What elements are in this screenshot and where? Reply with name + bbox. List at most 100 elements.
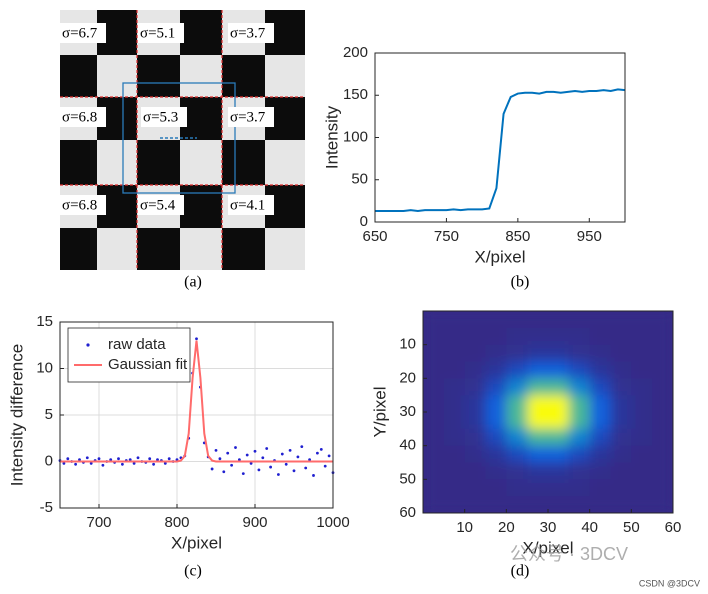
heatmap-cell [464,395,486,413]
heatmap-cell [631,395,653,413]
heatmap-cell [527,344,549,362]
x-tick-label: 750 [434,228,459,245]
data-point [316,451,319,455]
heatmap-cell [652,395,673,413]
x-tick-label: 10 [456,519,473,536]
data-point [253,449,257,453]
heatmap-cell [652,496,673,513]
heatmap-cell [527,479,549,497]
heatmap-cell [423,327,445,346]
data-point [74,462,77,466]
heatmap [423,311,673,513]
heatmap-cell [464,479,486,497]
heatmap-cell [652,327,673,346]
legend-label: raw data [108,336,166,353]
heatmap-cell [568,496,591,513]
label-bg [138,23,184,43]
x-axis-label: X/pixel [474,247,525,266]
data-point [152,462,156,466]
y-tick-label: 10 [36,359,53,376]
data-point [245,453,249,457]
data-point [327,454,331,458]
checker-square [60,55,97,97]
heatmap-cell [548,327,570,346]
sigma-label: σ=3.7 [230,25,266,41]
x-tick-label: 850 [505,228,530,245]
caption: (d) [511,563,530,580]
sigma-label: σ=6.8 [62,197,97,213]
checker-square [60,140,97,185]
heatmap-cell [527,496,549,513]
heatmap-cell [610,361,632,379]
heatmap-cell [485,311,507,329]
heatmap-cell [589,479,611,497]
label-bg [228,107,274,127]
x-tick-label: 650 [362,228,387,245]
heatmap-cell [464,496,486,513]
data-point [218,457,222,461]
heatmap-cell [443,445,466,463]
label-bg [60,107,106,127]
data-point [277,473,280,476]
checker-square [180,10,222,55]
heatmap-cell [610,395,632,413]
heatmap-cell [527,462,549,480]
data-point [296,455,300,459]
heatmap-cell [631,311,653,329]
checker-square [180,55,222,97]
sigma-label: σ=3.7 [230,109,266,125]
x-tick-label: 20 [498,519,515,536]
y-tick-label: 40 [399,437,416,454]
data-point [136,456,140,460]
data-point [66,457,70,461]
checkerboard [60,10,305,270]
data-point [101,463,105,467]
data-point [238,458,241,462]
heatmap-cell [485,462,507,480]
x-axis-label: X/pixel [171,533,222,552]
data-point [62,461,66,465]
label-bg [138,195,184,215]
data-point [241,472,245,475]
data-point [269,465,272,469]
heatmap-cell [485,479,507,497]
data-point [312,474,315,477]
heatmap-cell [548,344,570,362]
checker-square [180,228,222,270]
heatmap-cell [568,412,591,430]
heatmap-cell [610,445,632,463]
heatmap-cell [464,327,486,346]
heatmap-cell [589,428,611,447]
checker-square [222,228,265,270]
y-tick-label: 60 [399,504,416,521]
heatmap-cell [610,479,632,497]
data-point [308,458,311,462]
y-tick-label: 0 [45,452,53,469]
heatmap-cell [443,327,466,346]
roi-box [122,82,236,194]
heatmap-cell [485,344,507,362]
heatmap-cell [548,395,570,413]
heatmap-cell [506,361,528,379]
data-point [280,452,284,456]
heatmap-cell [423,479,445,497]
heatmap-cell [423,311,445,329]
heatmap-cell [631,496,653,513]
heatmap-cell [527,445,549,463]
heatmap-cell [423,361,445,379]
heatmap-cell [652,361,673,379]
heatmap-cell [506,311,528,329]
heatmap-cell [527,311,549,329]
watermark: 公众号 · 3DCV [510,544,628,564]
data-point [284,462,288,466]
heatmap-cell [464,445,486,463]
data-point [167,457,171,461]
heatmap-cell [631,344,653,362]
heatmap-cell [527,428,549,447]
data-point [128,458,132,462]
legend-box [67,327,191,383]
data-point [89,461,93,465]
data-point [288,448,292,452]
heatmap-cell [506,496,528,513]
heatmap-cell [589,344,611,362]
